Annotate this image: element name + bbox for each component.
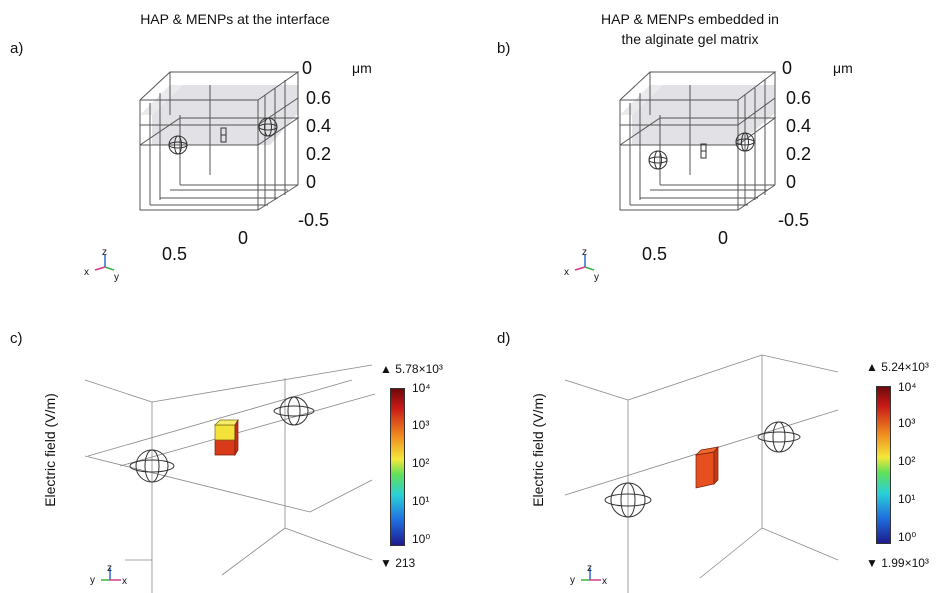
panel-c-colorbar-tick-10-3: 10³ [412, 418, 430, 432]
panel-b-z-tick-0: 0 [786, 172, 797, 192]
panel-d-hap-prism [694, 446, 719, 489]
panel-c-hap-prism [214, 418, 239, 457]
panel-c-triad-y: y [90, 575, 95, 586]
panel-b-z-tick-06: 0.6 [786, 88, 812, 108]
panel-c-colorbar-tick-10-2: 10² [412, 456, 430, 470]
panel-b-x-tick-05: 0.5 [642, 244, 668, 264]
panel-d-colorbar [876, 386, 891, 544]
panel-d-colorbar-max: ▲ 5.24×10³ [866, 360, 929, 374]
panel-a-z-tick-02: 0.2 [306, 144, 332, 164]
panel-d-colorbar-tick-10-1: 10¹ [898, 492, 916, 506]
panel-d-triad-x: x [602, 576, 607, 587]
panel-a-z-tick-04: 0.4 [306, 116, 332, 136]
panel-c-letter: c) [10, 330, 23, 347]
panel-c-colorbar [390, 388, 405, 546]
panel-d-colorbar-min: ▼ 1.99×10³ [866, 556, 929, 570]
panel-b-unit: μm [833, 60, 853, 76]
panel-b-x-tick-0: 0 [718, 228, 729, 248]
panel-a-letter: a) [10, 40, 24, 57]
panel-c-colorbar-tick-10-0: 10⁰ [412, 532, 431, 546]
panel-a-x-tick-0: 0 [238, 228, 249, 248]
panel-b-triad-z: z [582, 247, 587, 258]
panel-a-z-tick-top: 0 [302, 58, 313, 78]
panel-b-title-line2: the alginate gel matrix [621, 31, 759, 47]
panel-a-triad-x: x [84, 267, 89, 278]
panel-a-z-tick-0: 0 [306, 172, 317, 192]
panel-c-triad-x: x [122, 576, 127, 587]
panel-d-colorbar-tick-10-0: 10⁰ [898, 530, 917, 544]
panel-a-triad-y: y [114, 272, 119, 283]
panel-d-colorbar-tick-10-4: 10⁴ [898, 380, 917, 394]
panel-b-y-tick-neg05: -0.5 [778, 210, 810, 230]
panel-b-z-tick-04: 0.4 [786, 116, 812, 136]
panel-a-title: HAP & MENPs at the interface [140, 11, 330, 27]
panel-b-title-line1: HAP & MENPs embedded in [601, 11, 779, 27]
panel-b-z-tick-top: 0 [782, 58, 793, 78]
panel-a-triad-z: z [102, 247, 107, 258]
panel-d-colorbar-tick-10-2: 10² [898, 454, 916, 468]
panel-c-colorbar-tick-10-4: 10⁴ [412, 381, 431, 395]
panel-c-colorbar-min: ▼ 213 [380, 556, 416, 570]
panel-c-colorbar-tick-10-1: 10¹ [412, 494, 430, 508]
panel-c-colorbar-max: ▲ 5.78×10³ [380, 362, 443, 376]
panel-b-triad-x: x [564, 267, 569, 278]
panel-d-triad-y: y [570, 575, 575, 586]
panel-b-triad-y: y [594, 272, 599, 283]
panel-a-y-tick-neg05: -0.5 [298, 210, 330, 230]
panel-b-letter: b) [497, 40, 511, 57]
panel-a-z-tick-06: 0.6 [306, 88, 332, 108]
panel-a-x-tick-05: 0.5 [162, 244, 188, 264]
panel-b-z-tick-02: 0.2 [786, 144, 812, 164]
panel-d-triad-z: z [587, 563, 592, 574]
panel-c-triad-z: z [107, 563, 112, 574]
panel-a-unit: μm [352, 60, 372, 76]
panel-d-colorbar-tick-10-3: 10³ [898, 416, 916, 430]
panel-d-letter: d) [497, 330, 511, 347]
